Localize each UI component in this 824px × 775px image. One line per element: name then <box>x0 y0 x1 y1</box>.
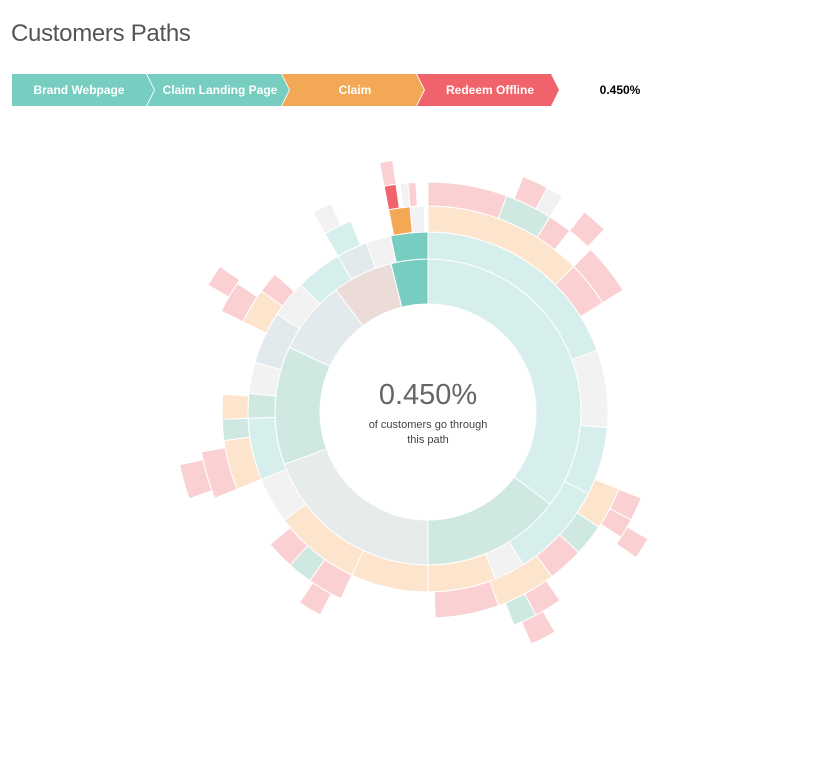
sunburst-segment[interactable] <box>269 526 309 566</box>
breadcrumb-step-label: Claim Landing Page <box>163 83 278 97</box>
breadcrumb-step-shape <box>147 74 289 106</box>
sunburst-segment[interactable] <box>178 459 213 500</box>
sunburst-segment[interactable] <box>520 610 556 645</box>
sunburst-segment[interactable] <box>207 265 241 298</box>
breadcrumb-step: Brand Webpage <box>12 74 154 106</box>
sunburst-segment[interactable] <box>615 526 649 559</box>
sunburst-segment[interactable] <box>600 508 632 538</box>
sunburst-segment[interactable] <box>220 282 258 323</box>
sunburst-segment[interactable] <box>312 202 342 235</box>
breadcrumb-percentage: 0.450% <box>600 83 641 97</box>
center-label: 0.450% of customers go through this path <box>328 378 528 448</box>
sunburst-segment[interactable] <box>383 183 400 211</box>
center-caption: of customers go through this path <box>368 419 488 446</box>
breadcrumb-step-label: Redeem Offline <box>446 83 534 97</box>
breadcrumb-step: Claim <box>282 74 424 106</box>
sunburst-segment[interactable] <box>298 582 332 616</box>
sunburst-segment[interactable] <box>433 580 500 619</box>
breadcrumb-step: Claim Landing Page <box>147 74 289 106</box>
sunburst-segment[interactable] <box>409 205 426 234</box>
sunburst-segment[interactable] <box>388 206 413 236</box>
breadcrumb-step-shape <box>12 74 154 106</box>
sunburst-segment[interactable] <box>378 159 397 187</box>
breadcrumb-step: Redeem Offline <box>417 74 559 106</box>
sunburst-segment[interactable] <box>535 187 564 218</box>
sunburst-segment[interactable] <box>568 211 606 248</box>
breadcrumb: Brand Webpage Claim Landing Page Claim Rede… <box>12 74 641 106</box>
breadcrumb-step-shape <box>417 74 559 106</box>
center-percentage: 0.450% <box>378 379 478 411</box>
sunburst-segment[interactable] <box>572 248 624 304</box>
page-title: Customers Paths <box>11 20 191 47</box>
sunburst-segment[interactable] <box>389 231 429 263</box>
sunburst-segment[interactable] <box>221 393 250 420</box>
sunburst-segment[interactable] <box>247 392 277 419</box>
sunburst-segment[interactable] <box>260 273 295 307</box>
sunburst-segment[interactable] <box>221 417 251 442</box>
breadcrumb-step-label: Brand Webpage <box>33 83 124 97</box>
sunburst-segment[interactable] <box>407 181 418 208</box>
sunburst-segment[interactable] <box>274 346 331 465</box>
sunburst-segment[interactable] <box>536 216 571 251</box>
breadcrumb-step-label: Claim <box>339 83 372 97</box>
breadcrumb-step-shape <box>282 74 424 106</box>
